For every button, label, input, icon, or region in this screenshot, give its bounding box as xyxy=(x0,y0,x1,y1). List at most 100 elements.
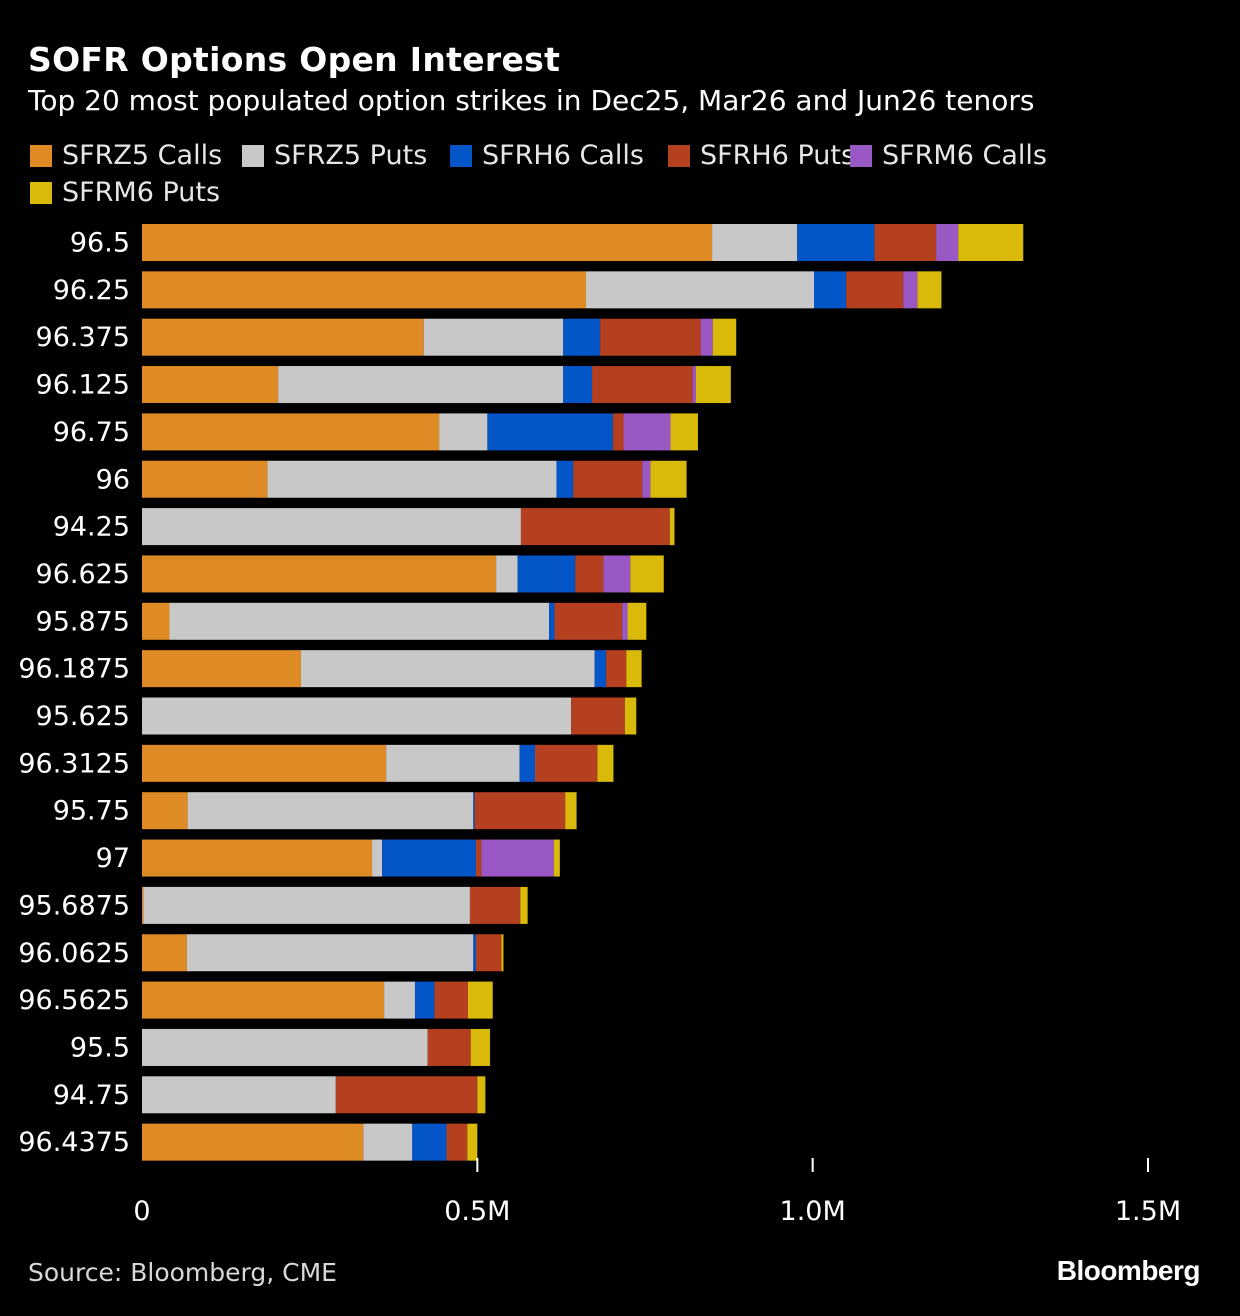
category-label: 94.25 xyxy=(53,512,130,543)
category-label: 95.625 xyxy=(36,701,130,732)
bar-segment xyxy=(142,886,144,924)
bar-segment xyxy=(626,650,642,688)
bar-segment xyxy=(669,508,675,546)
bar-segment xyxy=(142,792,188,830)
bar-segment xyxy=(573,460,643,498)
bar-segment xyxy=(695,366,731,404)
x-tick-label: 1.0M xyxy=(780,1196,846,1227)
bar-segment xyxy=(553,839,560,877)
bar-segment xyxy=(142,981,385,1019)
bar-segment xyxy=(142,1028,428,1066)
bar-segment xyxy=(600,318,701,356)
bar-segment xyxy=(278,366,564,404)
legend-item: SFRM6 Puts xyxy=(30,177,220,208)
bar-segment xyxy=(592,366,693,404)
x-tick-label: 1.5M xyxy=(1115,1196,1181,1227)
legend-label: SFRM6 Puts xyxy=(62,177,221,208)
bar-segment xyxy=(874,224,937,261)
bar-group xyxy=(142,792,577,830)
category-label: 95.6875 xyxy=(18,890,130,921)
x-tick-label: 0.5M xyxy=(444,1196,510,1227)
bar-segment xyxy=(467,981,493,1019)
bar-segment xyxy=(700,318,713,356)
bar-segment xyxy=(142,839,373,877)
category-label: 96.1875 xyxy=(18,654,130,685)
bar-segment xyxy=(142,318,424,356)
bar-segment xyxy=(142,508,521,546)
bar-group xyxy=(142,555,664,593)
bloomberg-logo: Bloomberg xyxy=(1056,1255,1201,1286)
bar-segment xyxy=(470,1028,491,1066)
legend-label: SFRM6 Calls xyxy=(882,140,1047,171)
bar-segment xyxy=(814,271,847,309)
bar-segment xyxy=(535,744,598,782)
source-note: Source: Bloomberg, CME xyxy=(28,1258,337,1287)
bar-group xyxy=(142,224,1024,261)
bar-segment xyxy=(481,839,554,877)
category-label: 96.125 xyxy=(36,370,130,401)
bar-segment xyxy=(712,318,737,356)
bar-group xyxy=(142,460,687,498)
bar-segment xyxy=(439,413,488,451)
bar-group xyxy=(142,271,942,309)
bar-segment xyxy=(142,460,268,498)
bar-segment xyxy=(622,602,628,640)
bar-segment xyxy=(143,886,470,924)
bar-segment xyxy=(412,1123,447,1161)
bar-segment xyxy=(549,602,555,640)
bar-segment xyxy=(475,839,482,877)
category-label: 96.5 xyxy=(70,228,130,259)
legend-label: SFRZ5 Calls xyxy=(62,140,223,171)
bar-group xyxy=(142,1028,491,1066)
bar-segment xyxy=(556,460,574,498)
bar-segment xyxy=(300,650,595,688)
bar-group xyxy=(142,602,647,640)
bar-segment xyxy=(382,839,476,877)
bar-segment xyxy=(571,697,625,735)
bar-segment xyxy=(575,555,604,593)
category-label: 96.3125 xyxy=(18,748,130,779)
bar-segment xyxy=(642,460,651,498)
bar-group xyxy=(142,981,493,1019)
bar-segment xyxy=(363,1123,413,1161)
category-label: 96.4375 xyxy=(18,1127,130,1158)
category-label: 96.75 xyxy=(53,417,130,448)
bar-segment xyxy=(624,697,637,735)
bar-segment xyxy=(474,792,566,830)
bar-segment xyxy=(623,413,671,451)
bar-segment xyxy=(903,271,918,309)
bar-segment xyxy=(585,271,815,309)
bar-segment xyxy=(187,792,474,830)
legend-swatch xyxy=(450,144,472,167)
bar-segment xyxy=(467,1123,478,1161)
bar-segment xyxy=(797,224,875,261)
bar-segment xyxy=(692,366,696,404)
bar-segment xyxy=(427,1028,471,1066)
bar-segment xyxy=(477,1076,486,1114)
bar-segment xyxy=(520,886,528,924)
bar-segment xyxy=(142,413,440,451)
bar-group xyxy=(142,886,528,924)
category-label: 94.75 xyxy=(53,1080,130,1111)
bar-segment xyxy=(846,271,904,309)
legend-swatch xyxy=(668,144,690,167)
bar-segment xyxy=(627,602,647,640)
bar-segment xyxy=(414,981,435,1019)
legend-swatch xyxy=(30,181,52,204)
bar-segment xyxy=(142,366,279,404)
bar-segment xyxy=(501,934,504,972)
bar-segment xyxy=(517,555,576,593)
bar-segment xyxy=(335,1076,478,1114)
bar-segment xyxy=(142,697,572,735)
bar-segment xyxy=(563,318,601,356)
chart-title: SOFR Options Open Interest xyxy=(28,40,561,79)
category-label: 96 xyxy=(96,464,130,495)
chart-subtitle: Top 20 most populated option strikes in … xyxy=(28,84,1035,117)
bar-group xyxy=(142,744,614,782)
bar-segment xyxy=(712,224,798,261)
bar-segment xyxy=(520,508,670,546)
legend-label: SFRH6 Calls xyxy=(482,140,644,171)
bar-segment xyxy=(372,839,383,877)
bar-segment xyxy=(142,555,497,593)
bar-segment xyxy=(496,555,518,593)
